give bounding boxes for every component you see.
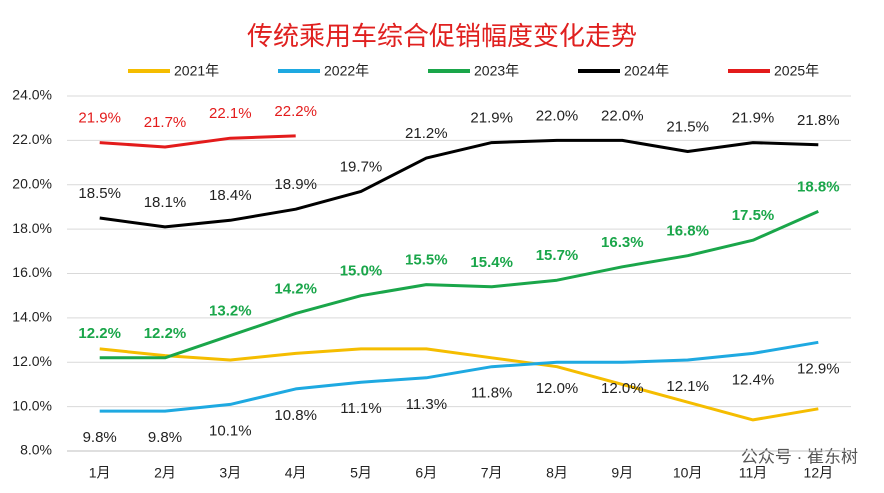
data-label: 10.1% bbox=[209, 422, 252, 439]
y-tick-label: 20.0% bbox=[12, 175, 52, 191]
x-tick-label: 12月 bbox=[804, 465, 834, 481]
data-label: 16.8% bbox=[666, 223, 709, 240]
y-tick-label: 16.0% bbox=[12, 264, 52, 280]
data-label: 10.8% bbox=[274, 407, 317, 424]
data-label: 9.8% bbox=[83, 429, 117, 446]
data-label: 22.2% bbox=[274, 103, 317, 120]
x-tick-label: 6月 bbox=[415, 465, 437, 481]
data-label: 21.9% bbox=[78, 110, 121, 127]
data-label: 11.3% bbox=[406, 396, 447, 413]
data-label: 16.3% bbox=[601, 234, 644, 251]
data-label: 18.9% bbox=[274, 176, 317, 193]
x-tick-label: 10月 bbox=[673, 465, 703, 481]
data-label: 19.7% bbox=[340, 158, 383, 175]
y-tick-label: 10.0% bbox=[12, 397, 52, 413]
data-label: 21.8% bbox=[797, 112, 840, 129]
data-label: 21.9% bbox=[470, 110, 513, 127]
x-tick-label: 7月 bbox=[481, 465, 503, 481]
x-tick-label: 5月 bbox=[350, 465, 372, 481]
x-tick-label: 3月 bbox=[219, 465, 241, 481]
x-tick-label: 1月 bbox=[89, 465, 111, 481]
data-label: 15.5% bbox=[405, 252, 448, 269]
data-label: 21.5% bbox=[666, 118, 709, 135]
y-tick-label: 14.0% bbox=[12, 309, 52, 325]
series-line bbox=[99, 347, 819, 422]
data-label: 12.1% bbox=[666, 378, 709, 395]
y-tick-label: 24.0% bbox=[12, 87, 52, 103]
data-label: 15.4% bbox=[470, 254, 513, 271]
series-line bbox=[99, 134, 296, 149]
x-tick-label: 2月 bbox=[154, 465, 176, 481]
data-label: 14.2% bbox=[274, 280, 317, 297]
y-tick-label: 12.0% bbox=[12, 353, 52, 369]
data-label: 18.4% bbox=[209, 187, 252, 204]
y-tick-label: 18.0% bbox=[12, 220, 52, 236]
y-tick-label: 8.0% bbox=[20, 442, 52, 458]
data-label: 22.0% bbox=[536, 107, 579, 124]
data-label: 13.2% bbox=[209, 303, 252, 320]
data-label: 18.8% bbox=[797, 178, 840, 195]
data-label: 12.2% bbox=[78, 325, 121, 342]
data-label: 22.1% bbox=[209, 105, 252, 122]
data-label: 15.7% bbox=[536, 247, 579, 264]
data-label: 15.0% bbox=[340, 263, 383, 280]
data-label: 11.1% bbox=[340, 400, 381, 417]
x-tick-label: 11月 bbox=[739, 465, 768, 481]
legend-label: 2023年 bbox=[474, 63, 519, 79]
data-label: 12.4% bbox=[732, 371, 775, 388]
legend-label: 2024年 bbox=[624, 63, 669, 79]
data-label: 12.9% bbox=[797, 360, 840, 377]
x-tick-label: 8月 bbox=[546, 465, 568, 481]
x-tick-label: 9月 bbox=[611, 465, 633, 481]
data-label: 18.5% bbox=[78, 185, 121, 202]
legend-label: 2021年 bbox=[174, 63, 219, 79]
legend-label: 2025年 bbox=[774, 63, 819, 79]
chart-title: 传统乘用车综合促销幅度变化走势 bbox=[247, 21, 637, 51]
data-label: 18.1% bbox=[144, 194, 187, 211]
series-line bbox=[99, 138, 819, 229]
watermark: 公众号 · 崔东树 bbox=[741, 447, 858, 466]
data-label: 22.0% bbox=[601, 107, 644, 124]
data-label: 21.2% bbox=[405, 125, 448, 142]
y-tick-label: 22.0% bbox=[12, 131, 52, 147]
x-tick-label: 4月 bbox=[285, 465, 307, 481]
data-label: 11.8% bbox=[471, 385, 512, 402]
legend-label: 2022年 bbox=[324, 63, 369, 79]
data-label: 9.8% bbox=[148, 429, 182, 446]
data-label: 12.0% bbox=[536, 380, 579, 397]
data-label: 17.5% bbox=[732, 207, 775, 224]
data-label: 21.9% bbox=[732, 110, 775, 127]
data-label: 12.0% bbox=[601, 380, 644, 397]
data-label: 12.2% bbox=[144, 325, 187, 342]
series-line bbox=[99, 340, 819, 413]
series-line bbox=[99, 210, 819, 360]
data-label: 21.7% bbox=[144, 114, 187, 131]
